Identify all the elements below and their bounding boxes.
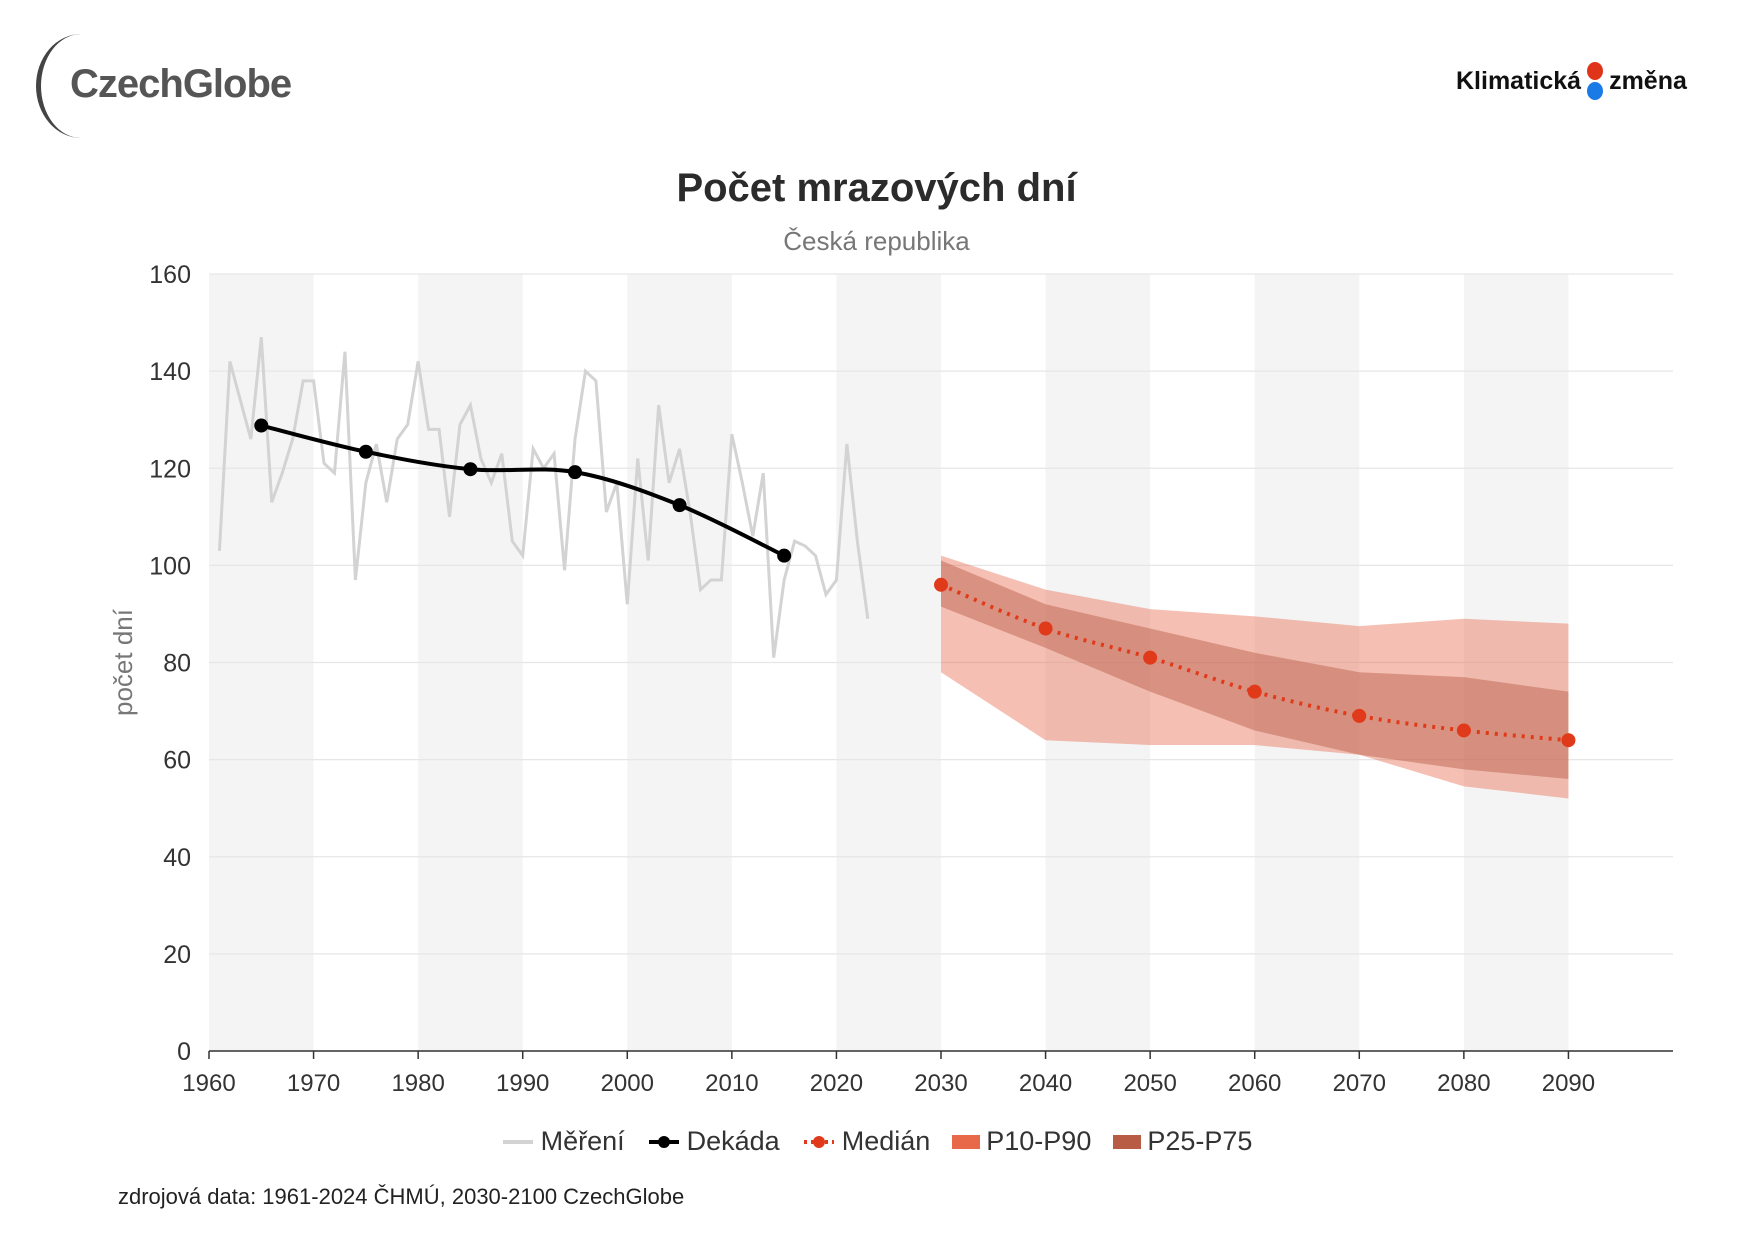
legend-item-p10p90[interactable]: P10-P90 [952, 1126, 1091, 1157]
x-tick-label: 1960 [182, 1070, 235, 1097]
decade-point [672, 498, 687, 513]
legend-label: Medián [841, 1126, 931, 1156]
y-tick-label: 40 [163, 844, 191, 872]
decade-line [260, 423, 786, 558]
median-point [934, 577, 948, 592]
x-tick-label: 1980 [391, 1070, 444, 1097]
legend-label: Dekáda [686, 1126, 780, 1156]
legend-label: Měření [540, 1126, 625, 1156]
x-tick-label: 2010 [705, 1070, 758, 1097]
legend-label: P10-P90 [986, 1126, 1092, 1156]
decade-point [463, 462, 478, 477]
x-tick-label: 2090 [1542, 1070, 1595, 1097]
chart-title: Počet mrazových dní [676, 166, 1077, 210]
median-point [1352, 708, 1367, 723]
y-axis-label: počet dní [108, 608, 138, 716]
y-tick-label: 120 [149, 455, 191, 483]
legend-item-measured[interactable]: Měření [501, 1126, 625, 1157]
x-tick-label: 2060 [1228, 1070, 1281, 1097]
median-point [1247, 684, 1262, 699]
x-tick-label: 1970 [287, 1070, 340, 1097]
median-point [1038, 621, 1053, 636]
czechglobe-logo-text: CzechGlobe [70, 62, 292, 106]
x-tick-label: 2050 [1123, 1070, 1176, 1097]
y-tick-label: 160 [149, 261, 191, 289]
legend-item-p25p75[interactable]: P25-P75 [1113, 1126, 1252, 1157]
measured-line [217, 336, 870, 658]
legend-label: P25-P75 [1147, 1126, 1253, 1156]
x-tick-label: 2020 [810, 1070, 863, 1097]
drops-icon [1587, 62, 1604, 100]
median-point [1456, 723, 1471, 738]
y-tick-label: 0 [177, 1038, 191, 1066]
median-point [1143, 650, 1158, 665]
median-point [1561, 733, 1576, 748]
legend-swatch [1113, 1134, 1142, 1149]
klimaticka-zmena-logo: Klimatická změna [1456, 62, 1687, 100]
legend: Měření Dekáda Medián P10-P90 P25-P75 [0, 1126, 1753, 1157]
logo-text-b: změna [1609, 66, 1687, 95]
chart-subtitle: Česká republika [783, 226, 970, 256]
decade-point [777, 548, 792, 563]
source-note: zdrojová data: 1961-2024 ČHMÚ, 2030-2100… [118, 1184, 685, 1209]
x-tick-label: 2080 [1437, 1070, 1490, 1097]
decade-point [358, 444, 373, 459]
band-p25-p75 [941, 560, 1569, 780]
legend-item-decade[interactable]: Dekáda [647, 1126, 780, 1157]
logo-text-a: Klimatická [1456, 66, 1582, 95]
czechglobe-logo: CzechGlobe [36, 34, 326, 138]
y-tick-label: 20 [163, 941, 191, 969]
x-tick-label: 2040 [1019, 1070, 1072, 1097]
x-tick-label: 2000 [601, 1070, 654, 1097]
y-tick-label: 80 [163, 650, 191, 678]
y-tick-label: 60 [163, 747, 191, 775]
x-tick-label: 2030 [914, 1070, 967, 1097]
decade-point [254, 418, 269, 433]
x-tick-label: 2070 [1333, 1070, 1386, 1097]
legend-swatch [952, 1134, 981, 1149]
decade-point [568, 465, 582, 480]
x-tick-label: 1990 [496, 1070, 549, 1097]
legend-item-median[interactable]: Medián [802, 1126, 931, 1157]
logo-arc [36, 34, 126, 138]
band-p10-p90 [941, 555, 1569, 799]
y-tick-label: 100 [149, 552, 191, 580]
y-tick-label: 140 [149, 358, 191, 386]
